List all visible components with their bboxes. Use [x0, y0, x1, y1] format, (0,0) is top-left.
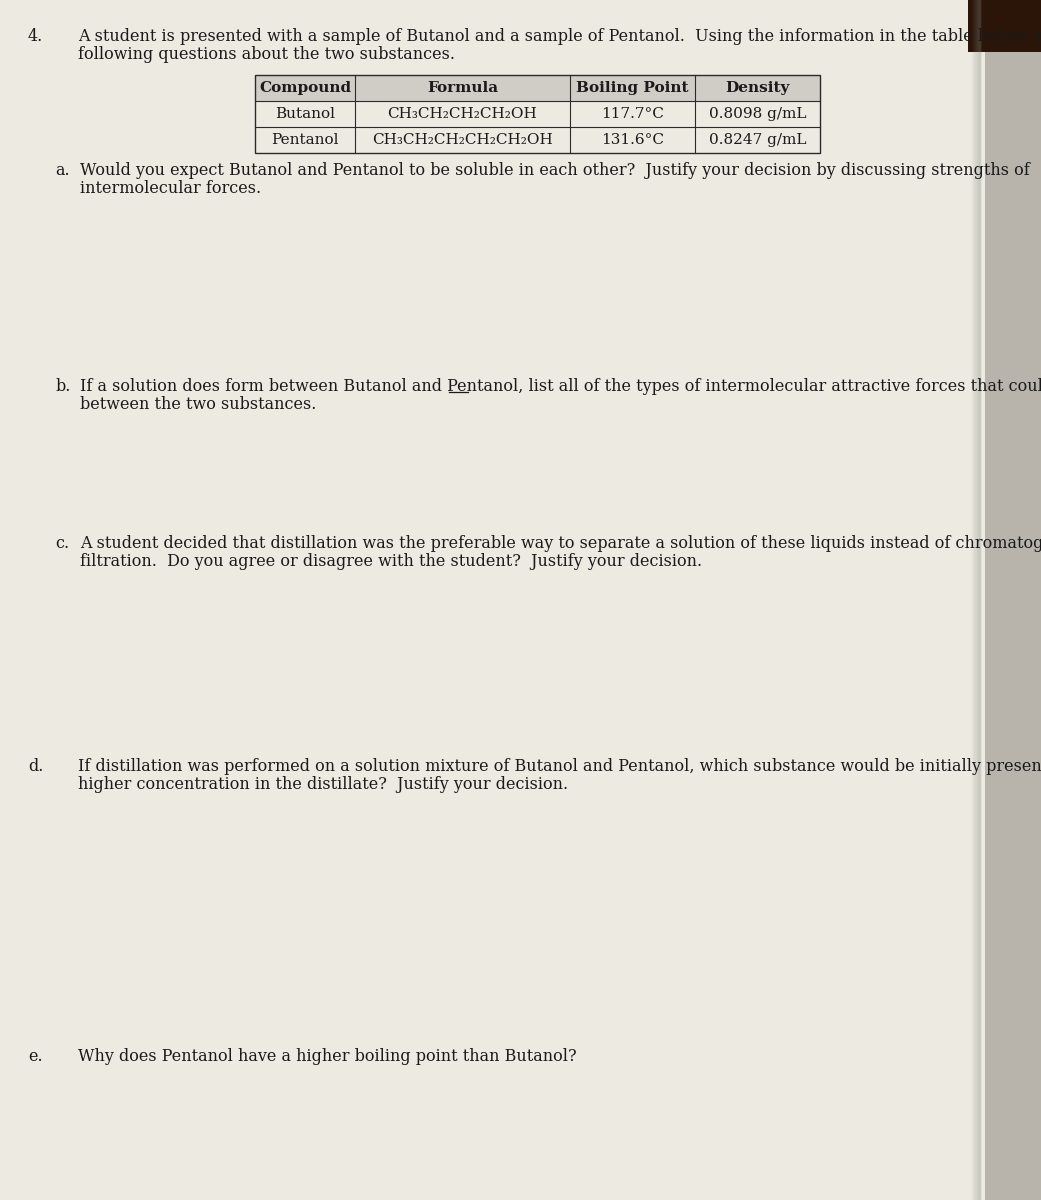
- Text: 0.8098 g/mL: 0.8098 g/mL: [709, 107, 806, 121]
- Text: following questions about the two substances.: following questions about the two substa…: [78, 46, 455, 62]
- Text: 117.7°C: 117.7°C: [601, 107, 664, 121]
- FancyBboxPatch shape: [255, 74, 820, 101]
- Text: c.: c.: [55, 535, 69, 552]
- Text: A student decided that distillation was the preferable way to separate a solutio: A student decided that distillation was …: [80, 535, 1041, 552]
- FancyBboxPatch shape: [979, 0, 981, 1200]
- Text: 0.8247 g/mL: 0.8247 g/mL: [709, 133, 806, 146]
- FancyBboxPatch shape: [985, 0, 1041, 1200]
- Text: d.: d.: [28, 758, 44, 775]
- Text: 131.6°C: 131.6°C: [601, 133, 664, 146]
- Text: Formula: Formula: [427, 80, 498, 95]
- Text: Density: Density: [726, 80, 790, 95]
- FancyBboxPatch shape: [974, 0, 976, 1200]
- Text: CH₃CH₂CH₂CH₂OH: CH₃CH₂CH₂CH₂OH: [387, 107, 537, 121]
- Text: Butanol: Butanol: [275, 107, 335, 121]
- Text: A student is presented with a sample of Butanol and a sample of Pentanol.  Using: A student is presented with a sample of …: [78, 28, 1041, 44]
- Text: Why does Pentanol have a higher boiling point than Butanol?: Why does Pentanol have a higher boiling …: [78, 1048, 577, 1066]
- FancyBboxPatch shape: [0, 0, 1000, 1200]
- Text: 4.: 4.: [28, 28, 44, 44]
- Text: If a solution does form between Butanol and Pentanol, list all of the types of i: If a solution does form between Butanol …: [80, 378, 1041, 395]
- FancyBboxPatch shape: [977, 0, 980, 1200]
- Text: Would you expect Butanol and Pentanol to be soluble in each other?  Justify your: Would you expect Butanol and Pentanol to…: [80, 162, 1030, 179]
- Bar: [255, 74, 820, 152]
- Text: Pentanol: Pentanol: [272, 133, 338, 146]
- FancyBboxPatch shape: [968, 0, 1041, 52]
- Text: b.: b.: [55, 378, 71, 395]
- Text: If distillation was performed on a solution mixture of Butanol and Pentanol, whi: If distillation was performed on a solut…: [78, 758, 1041, 775]
- FancyBboxPatch shape: [975, 0, 977, 1200]
- FancyBboxPatch shape: [975, 0, 977, 1200]
- FancyBboxPatch shape: [976, 0, 979, 1200]
- Text: between the two substances.: between the two substances.: [80, 396, 316, 413]
- Text: filtration.  Do you agree or disagree with the student?  Justify your decision.: filtration. Do you agree or disagree wit…: [80, 553, 702, 570]
- Text: higher concentration in the distillate?  Justify your decision.: higher concentration in the distillate? …: [78, 776, 568, 793]
- FancyBboxPatch shape: [979, 0, 981, 1200]
- FancyBboxPatch shape: [976, 0, 977, 1200]
- Text: e.: e.: [28, 1048, 43, 1066]
- Text: CH₃CH₂CH₂CH₂CH₂OH: CH₃CH₂CH₂CH₂CH₂OH: [372, 133, 553, 146]
- Text: Compound: Compound: [259, 80, 351, 95]
- Text: Boiling Point: Boiling Point: [577, 80, 689, 95]
- FancyBboxPatch shape: [977, 0, 980, 1200]
- Text: a.: a.: [55, 162, 70, 179]
- Text: intermolecular forces.: intermolecular forces.: [80, 180, 261, 197]
- FancyBboxPatch shape: [980, 0, 982, 1200]
- FancyBboxPatch shape: [977, 0, 979, 1200]
